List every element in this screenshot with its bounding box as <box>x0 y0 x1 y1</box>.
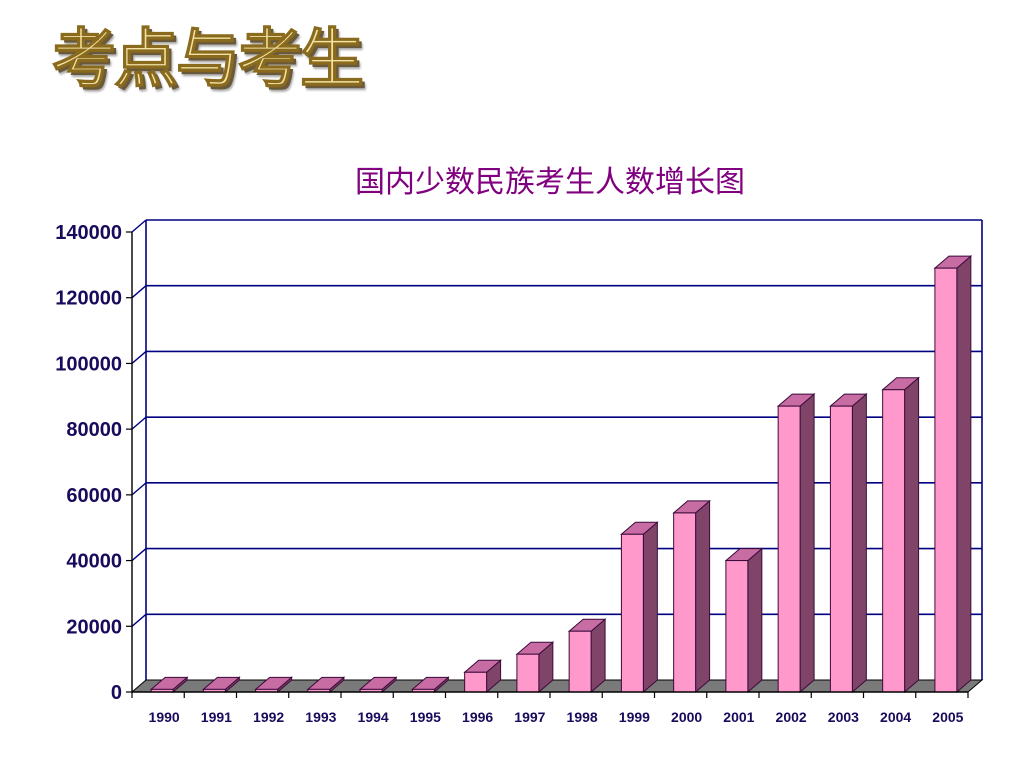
x-tick-label: 2004 <box>880 709 911 725</box>
bar <box>673 512 697 693</box>
bar-side <box>695 499 711 694</box>
gridline-depth <box>131 285 147 299</box>
x-tick-label: 1995 <box>410 709 441 725</box>
page-title: 考点与考生 <box>51 22 364 97</box>
bar-side <box>956 255 972 694</box>
bar <box>725 560 749 693</box>
y-tick-label: 60000 <box>66 485 122 507</box>
bar <box>829 405 853 693</box>
y-tick-label: 120000 <box>55 288 122 310</box>
bar-side <box>799 393 815 694</box>
gridline-depth <box>131 219 147 233</box>
y-tick-label: 140000 <box>55 222 122 244</box>
gridline-depth <box>131 613 147 627</box>
bar-side <box>851 393 867 694</box>
bar <box>882 389 906 693</box>
x-tick-label: 2001 <box>723 709 754 725</box>
y-tick-label: 0 <box>111 682 122 704</box>
y-tick-label: 100000 <box>55 353 122 375</box>
x-tick-label: 2002 <box>776 709 807 725</box>
x-tick-label: 1991 <box>201 709 232 725</box>
bar-side <box>747 547 763 694</box>
y-tick-label: 20000 <box>66 616 122 638</box>
bar <box>464 671 488 693</box>
chart-title: 国内少数民族考生人数增长图 <box>355 165 745 200</box>
bar <box>516 653 540 693</box>
x-tick-label: 2000 <box>671 709 702 725</box>
x-tick-label: 1994 <box>358 709 389 725</box>
gridline-depth <box>131 350 147 364</box>
y-tick-label: 40000 <box>66 551 122 573</box>
x-tick-label: 2005 <box>932 709 963 725</box>
x-tick-label: 1997 <box>514 709 545 725</box>
y-tick-label: 80000 <box>66 419 122 441</box>
bar-side <box>904 376 920 694</box>
bar <box>620 533 644 693</box>
x-tick-label: 1996 <box>462 709 493 725</box>
x-tick-label: 2003 <box>828 709 859 725</box>
x-tick-label: 1999 <box>619 709 650 725</box>
x-tick-label: 1993 <box>305 709 336 725</box>
bar <box>568 630 592 693</box>
bar-side <box>642 521 658 694</box>
plot-area: 0 20000 40000 60000 80000 100000 120000 140000 1… <box>55 219 984 725</box>
bar <box>777 405 801 693</box>
gridline-depth <box>131 482 147 496</box>
x-tick-label: 1998 <box>567 709 598 725</box>
x-tick-label: 1992 <box>253 709 284 725</box>
gridline-depth <box>131 548 147 562</box>
gridline-depth <box>131 416 147 430</box>
bar-side <box>590 618 606 694</box>
x-tick-label: 1990 <box>149 709 180 725</box>
bar <box>934 267 958 693</box>
